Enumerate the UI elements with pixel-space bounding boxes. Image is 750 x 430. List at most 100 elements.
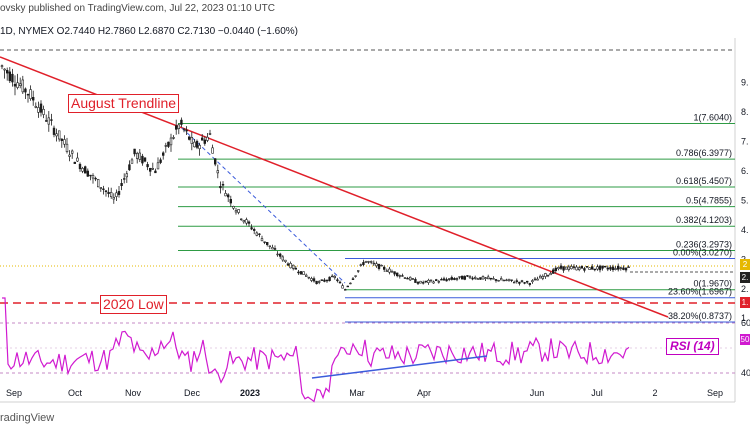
candle — [242, 219, 245, 224]
candle — [408, 276, 412, 281]
candle — [544, 272, 547, 279]
candle — [481, 275, 485, 280]
candle — [3, 68, 6, 79]
candle — [499, 276, 503, 281]
fib-label-1: 0.786(6.3977) — [676, 148, 732, 158]
candle — [398, 274, 401, 279]
candle — [169, 133, 173, 152]
candle — [354, 275, 357, 278]
x-tick-8: Jul — [591, 388, 603, 398]
candle — [320, 279, 323, 281]
candle — [57, 130, 61, 142]
candle — [203, 136, 206, 146]
candle — [304, 273, 308, 277]
candle — [138, 149, 141, 163]
rsi-label: RSI (14) — [666, 338, 719, 355]
candle — [372, 260, 375, 267]
y-axis-ticks: 9.8.7.6.5.4.3.2.1.6040 — [741, 77, 750, 378]
candle — [151, 162, 154, 170]
candle — [156, 157, 160, 170]
fib-label-2: 0.618(5.4507) — [676, 176, 732, 186]
blue-label-2: 38.20%(0.8737) — [668, 311, 732, 321]
candle — [260, 235, 264, 242]
candle — [307, 276, 310, 280]
x-tick-6: Apr — [417, 388, 431, 398]
candle — [382, 265, 386, 272]
candle — [346, 285, 349, 288]
footer-brand: radingView — [0, 412, 55, 424]
fib-labels: 1(7.6040) 0.786(6.3977) 0.618(5.4507) 0.5(4… — [668, 113, 732, 321]
candle — [136, 151, 139, 164]
candle — [44, 114, 48, 122]
candle — [149, 167, 152, 177]
candle — [50, 113, 53, 126]
x-tick-0: Sep — [6, 388, 22, 398]
candle — [159, 157, 162, 165]
candle — [112, 193, 116, 204]
candle — [37, 101, 40, 118]
candle — [575, 264, 578, 271]
candle — [89, 174, 92, 181]
candle — [541, 274, 545, 281]
candle — [497, 279, 500, 282]
candle — [208, 129, 212, 136]
candle — [78, 162, 82, 172]
candle — [434, 278, 438, 282]
candle — [84, 165, 87, 174]
candle — [193, 139, 196, 148]
candle — [63, 135, 66, 148]
candle — [13, 75, 17, 96]
candle — [5, 67, 9, 81]
candle — [492, 276, 495, 280]
candle — [559, 263, 563, 271]
candle — [68, 150, 71, 162]
candle — [81, 166, 84, 174]
candle — [351, 277, 355, 281]
candle — [325, 279, 329, 283]
candle — [333, 274, 336, 280]
candle — [188, 136, 191, 141]
candle — [73, 161, 77, 164]
x-tick-7: Jun — [530, 388, 545, 398]
candle — [590, 264, 594, 270]
candle — [42, 105, 45, 119]
candle — [276, 251, 279, 257]
candle — [515, 278, 519, 284]
candle — [583, 266, 586, 273]
candle — [476, 277, 479, 280]
candle — [414, 277, 417, 283]
candle — [510, 279, 513, 283]
candle — [450, 275, 453, 281]
candle — [585, 266, 589, 269]
candle — [619, 266, 623, 271]
candle — [419, 280, 422, 284]
candle — [289, 261, 292, 269]
fib-label-3: 0.5(4.7855) — [686, 196, 732, 206]
candle — [616, 263, 620, 272]
candle — [190, 131, 193, 151]
candle — [120, 179, 123, 191]
candle — [201, 134, 204, 141]
badge-2020low: 1. — [740, 297, 750, 308]
candle — [507, 278, 511, 282]
candle — [598, 264, 602, 273]
candle — [237, 208, 240, 215]
candle — [520, 279, 524, 283]
candle — [0, 64, 4, 70]
y-tick-0: 9. — [741, 77, 749, 87]
candle — [195, 139, 199, 150]
candle — [232, 205, 235, 210]
badge-rsi: 50 — [740, 334, 750, 345]
candle — [445, 277, 448, 282]
candle — [627, 265, 630, 269]
candle — [172, 135, 175, 140]
candle — [130, 157, 134, 164]
candle — [401, 273, 404, 277]
x-tick-4: 2023 — [240, 388, 260, 398]
candle — [253, 227, 256, 235]
candle — [494, 279, 498, 283]
candle — [123, 173, 126, 184]
candle — [525, 280, 529, 284]
candle — [606, 265, 610, 272]
